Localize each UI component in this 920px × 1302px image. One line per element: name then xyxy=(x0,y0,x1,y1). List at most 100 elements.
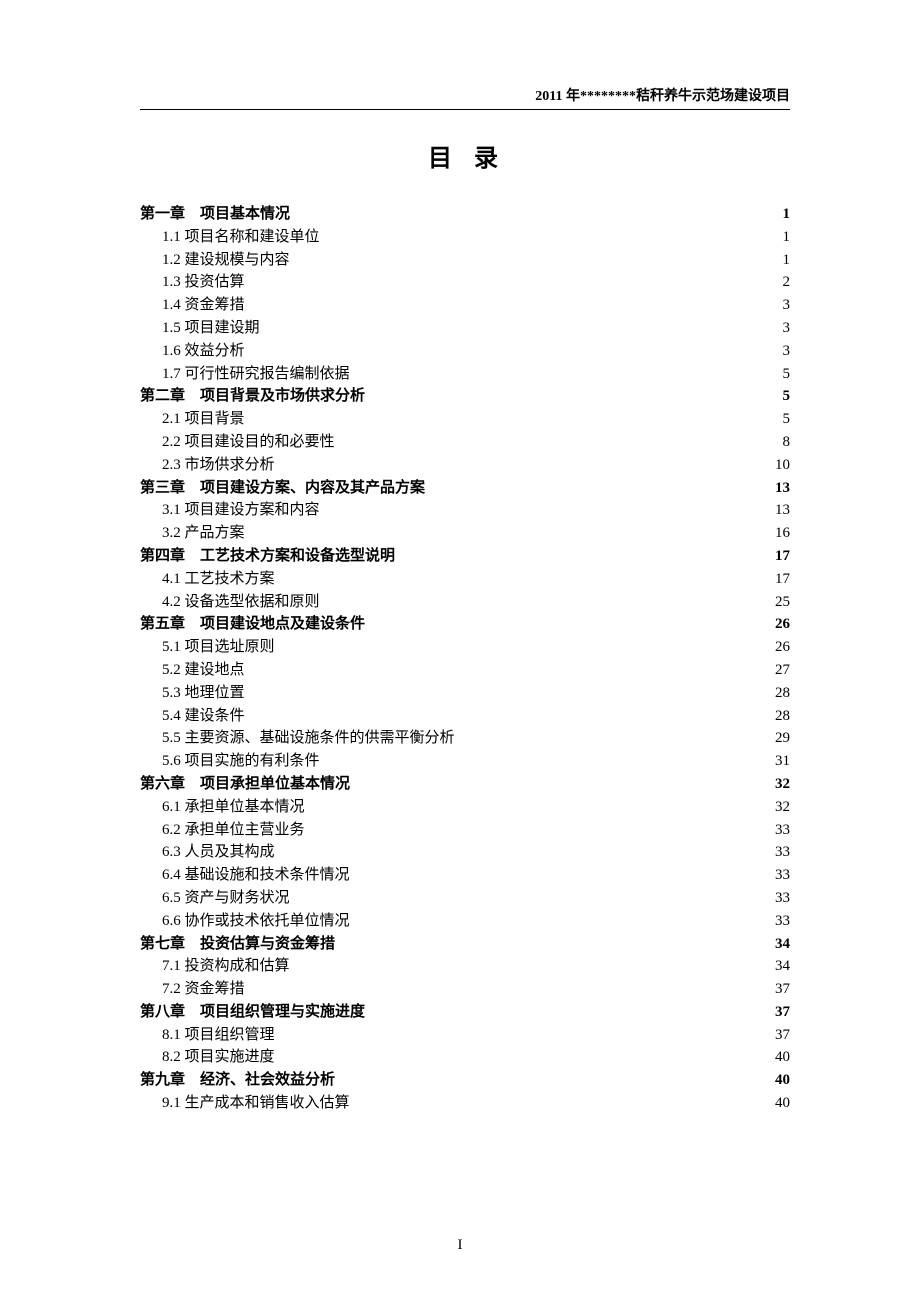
toc-entry-label: 8.2 项目实施进度 xyxy=(162,1046,275,1069)
toc-entry-label: 3.1 项目建设方案和内容 xyxy=(162,499,320,522)
toc-entry-page: 40 xyxy=(775,1092,790,1115)
toc-entry-page: 32 xyxy=(775,773,790,796)
toc-entry-page: 1 xyxy=(783,203,791,226)
toc-sub-entry: 1.6 效益分析3 xyxy=(140,340,790,363)
toc-sub-entry: 2.3 市场供求分析10 xyxy=(140,454,790,477)
toc-sub-entry: 9.1 生产成本和销售收入估算 40 xyxy=(140,1092,790,1115)
toc-entry-label: 第五章 项目建设地点及建设条件 xyxy=(140,613,365,636)
toc-entry-label: 第二章 项目背景及市场供求分析 xyxy=(140,385,365,408)
toc-entry-page: 13 xyxy=(775,477,790,500)
toc-entry-page: 8 xyxy=(783,431,791,454)
toc-entry-page: 33 xyxy=(775,864,790,887)
toc-chapter-entry: 第五章 项目建设地点及建设条件 26 xyxy=(140,613,790,636)
toc-entry-label: 3.2 产品方案 xyxy=(162,522,245,545)
toc-entry-label: 第七章 投资估算与资金筹措 xyxy=(140,933,335,956)
toc-entry-label: 1.2 建设规模与内容 xyxy=(162,249,290,272)
toc-sub-entry: 1.7 可行性研究报告编制依据 5 xyxy=(140,363,790,386)
toc-entry-page: 28 xyxy=(775,705,790,728)
toc-entry-page: 29 xyxy=(775,727,790,750)
toc-entry-label: 5.5 主要资源、基础设施条件的供需平衡分析 xyxy=(162,727,455,750)
toc-entry-label: 6.5 资产与财务状况 xyxy=(162,887,290,910)
toc-entry-page: 5 xyxy=(783,363,791,386)
toc-entry-page: 33 xyxy=(775,887,790,910)
toc-entry-page: 5 xyxy=(783,408,791,431)
toc-entry-label: 1.7 可行性研究报告编制依据 xyxy=(162,363,350,386)
toc-sub-entry: 3.1 项目建设方案和内容13 xyxy=(140,499,790,522)
toc-sub-entry: 1.4 资金筹措 3 xyxy=(140,294,790,317)
toc-entry-label: 第八章 项目组织管理与实施进度 xyxy=(140,1001,365,1024)
toc-entry-label: 1.4 资金筹措 xyxy=(162,294,245,317)
toc-entry-label: 第四章 工艺技术方案和设备选型说明 xyxy=(140,545,395,568)
toc-sub-entry: 3.2 产品方案 16 xyxy=(140,522,790,545)
toc-entry-page: 2 xyxy=(783,271,791,294)
header-divider xyxy=(140,109,790,110)
toc-entry-label: 8.1 项目组织管理 xyxy=(162,1024,275,1047)
toc-entry-page: 28 xyxy=(775,682,790,705)
toc-entry-page: 25 xyxy=(775,591,790,614)
toc-sub-entry: 1.1 项目名称和建设单位1 xyxy=(140,226,790,249)
toc-sub-entry: 4.1 工艺技术方案17 xyxy=(140,568,790,591)
toc-entry-page: 27 xyxy=(775,659,790,682)
toc-sub-entry: 2.1 项目背景5 xyxy=(140,408,790,431)
toc-entry-label: 1.1 项目名称和建设单位 xyxy=(162,226,320,249)
toc-sub-entry: 6.3 人员及其构成33 xyxy=(140,841,790,864)
toc-entry-page: 40 xyxy=(775,1069,790,1092)
toc-chapter-entry: 第七章 投资估算与资金筹措 34 xyxy=(140,933,790,956)
toc-entry-label: 第六章 项目承担单位基本情况 xyxy=(140,773,350,796)
toc-sub-entry: 6.6 协作或技术依托单位情况33 xyxy=(140,910,790,933)
toc-sub-entry: 2.2 项目建设目的和必要性 8 xyxy=(140,431,790,454)
toc-sub-entry: 8.2 项目实施进度40 xyxy=(140,1046,790,1069)
toc-entry-page: 17 xyxy=(775,568,790,591)
toc-sub-entry: 8.1 项目组织管理37 xyxy=(140,1024,790,1047)
toc-sub-entry: 6.2 承担单位主营业务 33 xyxy=(140,819,790,842)
toc-entry-page: 37 xyxy=(775,1001,790,1024)
table-of-contents: 第一章 项目基本情况11.1 项目名称和建设单位11.2 建设规模与内容11.3… xyxy=(140,203,790,1115)
toc-sub-entry: 5.2 建设地点27 xyxy=(140,659,790,682)
toc-entry-label: 第九章 经济、社会效益分析 xyxy=(140,1069,335,1092)
toc-sub-entry: 5.1 项目选址原则26 xyxy=(140,636,790,659)
toc-chapter-entry: 第八章 项目组织管理与实施进度 37 xyxy=(140,1001,790,1024)
toc-sub-entry: 6.4 基础设施和技术条件情况33 xyxy=(140,864,790,887)
toc-entry-label: 第一章 项目基本情况 xyxy=(140,203,290,226)
toc-title: 目录 xyxy=(140,138,790,173)
toc-sub-entry: 5.6 项目实施的有利条件31 xyxy=(140,750,790,773)
toc-chapter-entry: 第四章 工艺技术方案和设备选型说明17 xyxy=(140,545,790,568)
toc-entry-page: 5 xyxy=(783,385,791,408)
toc-chapter-entry: 第一章 项目基本情况 1 xyxy=(140,203,790,226)
toc-entry-page: 34 xyxy=(775,955,790,978)
toc-entry-page: 26 xyxy=(775,613,790,636)
page-number: I xyxy=(0,1237,920,1254)
toc-sub-entry: 5.3 地理位置 28 xyxy=(140,682,790,705)
toc-entry-label: 6.1 承担单位基本情况 xyxy=(162,796,305,819)
toc-sub-entry: 5.4 建设条件28 xyxy=(140,705,790,728)
toc-entry-label: 第三章 项目建设方案、内容及其产品方案 xyxy=(140,477,425,500)
toc-entry-page: 33 xyxy=(775,841,790,864)
toc-entry-page: 3 xyxy=(783,340,791,363)
toc-entry-label: 1.5 项目建设期 xyxy=(162,317,260,340)
toc-entry-label: 2.2 项目建设目的和必要性 xyxy=(162,431,335,454)
toc-entry-label: 9.1 生产成本和销售收入估算 xyxy=(162,1092,350,1115)
toc-entry-page: 31 xyxy=(775,750,790,773)
toc-sub-entry: 4.2 设备选型依据和原则 25 xyxy=(140,591,790,614)
toc-entry-page: 33 xyxy=(775,910,790,933)
toc-entry-page: 3 xyxy=(783,317,791,340)
toc-entry-page: 1 xyxy=(783,249,791,272)
toc-entry-page: 33 xyxy=(775,819,790,842)
toc-sub-entry: 7.1 投资构成和估算 34 xyxy=(140,955,790,978)
toc-entry-page: 37 xyxy=(775,978,790,1001)
toc-entry-page: 16 xyxy=(775,522,790,545)
toc-sub-entry: 6.5 资产与财务状况 33 xyxy=(140,887,790,910)
toc-entry-page: 34 xyxy=(775,933,790,956)
toc-entry-page: 3 xyxy=(783,294,791,317)
toc-entry-label: 7.1 投资构成和估算 xyxy=(162,955,290,978)
toc-sub-entry: 5.5 主要资源、基础设施条件的供需平衡分析 29 xyxy=(140,727,790,750)
toc-sub-entry: 1.3 投资估算 2 xyxy=(140,271,790,294)
toc-entry-page: 26 xyxy=(775,636,790,659)
toc-entry-label: 1.3 投资估算 xyxy=(162,271,245,294)
toc-entry-label: 4.2 设备选型依据和原则 xyxy=(162,591,320,614)
toc-chapter-entry: 第三章 项目建设方案、内容及其产品方案 13 xyxy=(140,477,790,500)
toc-entry-label: 5.3 地理位置 xyxy=(162,682,245,705)
toc-entry-label: 6.2 承担单位主营业务 xyxy=(162,819,305,842)
toc-entry-page: 10 xyxy=(775,454,790,477)
toc-sub-entry: 1.2 建设规模与内容 1 xyxy=(140,249,790,272)
